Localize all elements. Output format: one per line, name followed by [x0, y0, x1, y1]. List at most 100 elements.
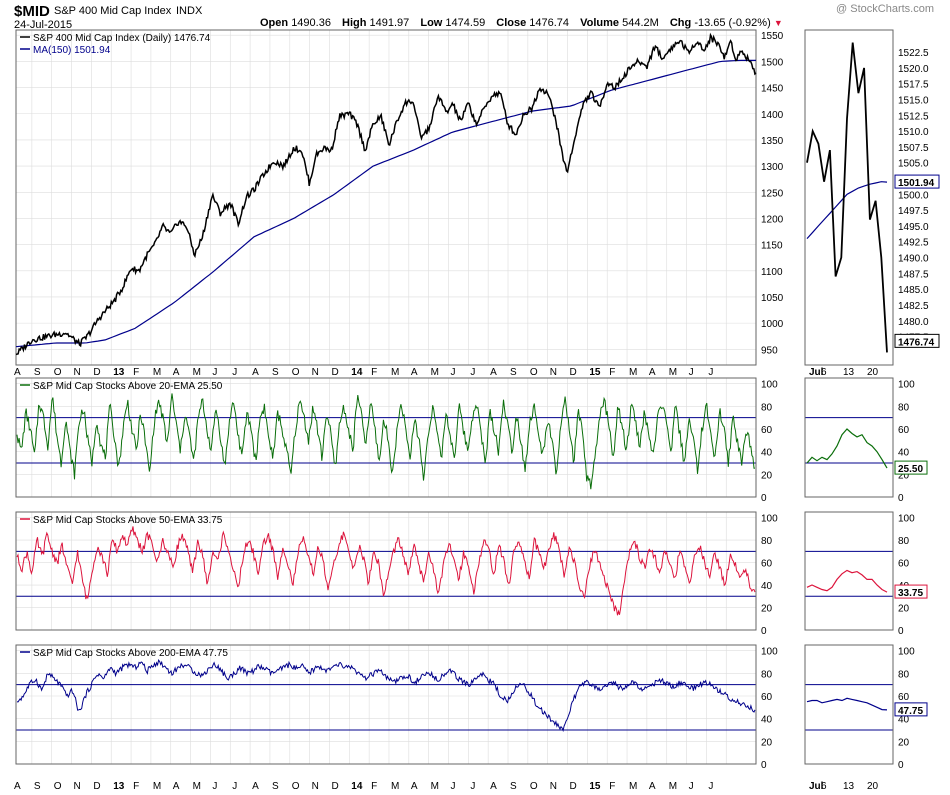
- x-tick-label: D: [570, 367, 577, 378]
- ema20-inset-y-tick: 100: [898, 380, 915, 391]
- price-y-tick: 1400: [761, 110, 784, 121]
- ema50-inset-last: 33.75: [898, 588, 923, 599]
- inset-price-line: [806, 42, 888, 353]
- x-tick-label: 14: [351, 367, 363, 378]
- inset-price-y-tick: 1497.5: [898, 206, 929, 217]
- ema20-inset-y-tick: 40: [898, 448, 910, 459]
- inset-x-tick-label: 6: [821, 781, 827, 792]
- inset-x-tick-label: 20: [867, 367, 879, 378]
- x-tick-label: M: [431, 367, 439, 378]
- x-tick-label: N: [550, 781, 557, 792]
- ohlc-open-label: Open: [260, 17, 289, 29]
- ema200-legend: S&P Mid Cap Stocks Above 200-EMA 47.75: [33, 648, 228, 659]
- ema200-inset-y-tick: 100: [898, 647, 915, 658]
- inset-price-y-tick: 1520.0: [898, 64, 929, 75]
- inset-price-y-tick: 1522.5: [898, 48, 929, 59]
- inset-price-y-tick: 1517.5: [898, 80, 929, 91]
- ema20-y-tick: 0: [761, 493, 767, 504]
- index-name: S&P 400 Mid Cap Index: [54, 5, 172, 17]
- x-tick-label: N: [312, 367, 319, 378]
- inset-price-y-tick: 1495.0: [898, 222, 929, 233]
- price-y-tick: 1150: [761, 241, 783, 252]
- x-tick-label: A: [411, 781, 418, 792]
- x-tick-label: J: [689, 781, 694, 792]
- x-tick-label: J: [212, 781, 217, 792]
- price-y-tick: 950: [761, 345, 778, 356]
- ohlc-volume-value: 544.2M: [622, 17, 659, 29]
- inset-x-tick-label: 13: [843, 367, 855, 378]
- price-y-tick: 1350: [761, 136, 784, 147]
- ema200-y-tick: 40: [761, 715, 773, 726]
- ema50-y-tick: 80: [761, 536, 773, 547]
- x-tick-label: F: [133, 781, 139, 792]
- ema200-y-tick: 20: [761, 737, 773, 748]
- ema50-y-tick: 0: [761, 626, 767, 637]
- ema20-y-tick: 60: [761, 425, 773, 436]
- x-tick-label: N: [550, 367, 557, 378]
- ema200-inset-y-tick: 40: [898, 715, 910, 726]
- x-tick-label: 14: [351, 781, 363, 792]
- ema50-legend: S&P Mid Cap Stocks Above 50-EMA 33.75: [33, 515, 223, 526]
- inset-price-last-box: [894, 333, 940, 348]
- x-tick-label: S: [272, 781, 279, 792]
- inset-price-y-tick: 1515.0: [898, 96, 929, 107]
- ohlc-chg-value: -13.65 (-0.92%): [694, 17, 771, 29]
- ma150-line: [15, 59, 756, 348]
- x-tick-label: J: [212, 367, 217, 378]
- ema20-y-tick: 80: [761, 402, 773, 413]
- x-tick-label: M: [193, 781, 201, 792]
- x-tick-label: M: [193, 367, 201, 378]
- x-tick-label: A: [649, 367, 656, 378]
- price-y-tick: 1300: [761, 162, 784, 173]
- x-tick-label: A: [173, 781, 180, 792]
- x-tick-label: S: [510, 781, 517, 792]
- x-tick-label: M: [431, 781, 439, 792]
- ohlc-high-value: 1491.97: [369, 17, 410, 29]
- inset-price-y-tick: 1505.0: [898, 159, 929, 170]
- x-tick-label: O: [292, 781, 300, 792]
- x-tick-label: J: [470, 781, 475, 792]
- ohlc-low-value: 1474.59: [445, 17, 486, 29]
- x-tick-label: 13: [113, 781, 125, 792]
- ohlc-close-label: Close: [496, 17, 527, 29]
- ema20-y-tick: 100: [761, 380, 778, 391]
- x-tick-label: 15: [589, 367, 601, 378]
- ema50-inset-line: [806, 569, 888, 593]
- ema200-inset-line: [806, 697, 888, 711]
- x-tick-label: S: [34, 781, 41, 792]
- x-tick-label: A: [252, 781, 259, 792]
- ema20-inset-line: [806, 428, 888, 469]
- ema50-y-tick: 60: [761, 559, 773, 570]
- x-tick-label: D: [570, 781, 577, 792]
- price-y-tick: 1550: [761, 31, 784, 42]
- inset-price-y-tick: 1482.5: [898, 301, 929, 312]
- x-tick-label: 13: [113, 367, 125, 378]
- down-arrow-icon: ▼: [773, 18, 783, 28]
- inset-ma-last: 1501.94: [898, 178, 935, 189]
- ohlc-chg-label: Chg: [669, 17, 692, 29]
- ema200-y-tick: 80: [761, 669, 773, 680]
- x-tick-label: D: [93, 367, 100, 378]
- inset-x-tick-label: 20: [867, 781, 879, 792]
- price-y-tick: 1250: [761, 188, 784, 199]
- inset-price-y-tick: 1492.5: [898, 238, 929, 249]
- x-tick-label: F: [371, 781, 377, 792]
- ema200-inset-last-box: [894, 702, 928, 717]
- ema50-inset-last-box: [894, 584, 928, 599]
- price-y-tick: 1500: [761, 57, 784, 68]
- x-tick-label: N: [312, 781, 319, 792]
- ema20-inset-y-tick: 20: [898, 470, 910, 481]
- x-tick-label: A: [173, 367, 180, 378]
- x-tick-label: D: [331, 367, 338, 378]
- ema200-inset-y-tick: 80: [898, 669, 910, 680]
- ema20-line: [16, 393, 756, 490]
- ema50-y-tick: 40: [761, 581, 773, 592]
- x-tick-label: N: [74, 367, 81, 378]
- ema20-inset-y-tick: 80: [898, 402, 910, 413]
- x-tick-label: M: [391, 781, 399, 792]
- x-tick-label: A: [490, 781, 497, 792]
- x-tick-label: O: [530, 367, 538, 378]
- x-tick-label: J: [450, 367, 455, 378]
- ema20-inset-last-box: [894, 460, 928, 475]
